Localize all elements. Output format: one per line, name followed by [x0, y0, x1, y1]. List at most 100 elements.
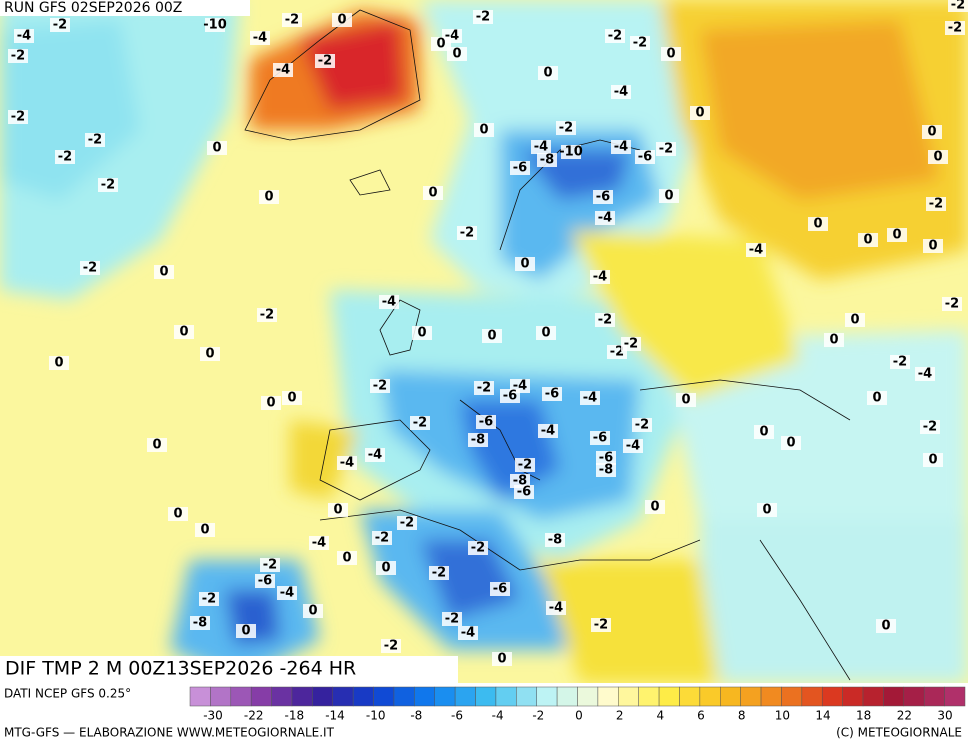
contour-label: -2	[202, 592, 216, 607]
colorbar-tick-label: -10	[366, 709, 386, 723]
contour-label: 0	[863, 233, 872, 248]
label-bg	[261, 396, 281, 410]
contour-label: 0	[850, 313, 859, 328]
label-bg	[546, 601, 566, 615]
label-bg	[412, 326, 432, 340]
contour-label: -4	[276, 63, 290, 78]
colorbar-tick-label: -8	[410, 709, 422, 723]
label-bg	[80, 261, 100, 275]
label-bg	[315, 54, 335, 68]
label-bg	[887, 228, 907, 242]
label-bg	[659, 189, 679, 203]
label-bg	[515, 257, 535, 271]
label-bg	[372, 531, 392, 545]
contour-label: 0	[241, 624, 250, 639]
label-bg	[923, 239, 943, 253]
label-bg	[200, 347, 220, 361]
contour-label: -2	[375, 531, 389, 546]
label-bg	[8, 49, 28, 63]
label-bg	[605, 29, 625, 43]
colorbar-box	[883, 686, 905, 707]
label-bg	[656, 142, 676, 156]
label-bg	[915, 367, 935, 381]
colorbar-tick-label: 18	[856, 709, 871, 723]
contour-label: -4	[614, 140, 628, 155]
colorbar-box	[250, 686, 272, 707]
contour-label: 0	[666, 47, 675, 62]
label-bg	[303, 604, 323, 618]
colorbar-box	[760, 686, 782, 707]
colorbar-box	[495, 686, 517, 707]
label-bg	[596, 463, 616, 477]
label-bg	[593, 190, 613, 204]
colorbar-box	[903, 686, 925, 707]
label-bg	[536, 326, 556, 340]
contour-label: -2	[610, 345, 624, 360]
contour-label: -2	[471, 541, 485, 556]
contour-label: -6	[503, 389, 517, 404]
colorbar-box	[189, 686, 211, 707]
colorbar-tick-label: -22	[244, 709, 264, 723]
contour-label: -2	[83, 261, 97, 276]
label-bg	[690, 106, 710, 120]
contour-label: -8	[471, 433, 485, 448]
label-bg	[556, 121, 576, 135]
contour-label: -8	[599, 463, 613, 478]
contour-label: -2	[635, 418, 649, 433]
contour-label: -8	[548, 533, 562, 548]
contour-label: -10	[559, 145, 583, 160]
contour-label: -2	[460, 226, 474, 241]
label-bg	[945, 21, 965, 35]
contour-label: 0	[927, 125, 936, 140]
label-bg	[381, 639, 401, 653]
contour-label: -2	[263, 558, 277, 573]
label-bg	[410, 416, 430, 430]
contour-label: 0	[497, 652, 506, 667]
contour-label: 0	[264, 190, 273, 205]
label-bg	[890, 355, 910, 369]
label-bg	[824, 333, 844, 347]
label-bg	[447, 47, 467, 61]
contour-label: -4	[461, 626, 475, 641]
contour-label: -4	[253, 31, 267, 46]
label-bg	[676, 393, 696, 407]
label-bg	[515, 458, 535, 472]
label-bg	[596, 451, 616, 465]
label-bg	[876, 619, 896, 633]
label-bg	[376, 561, 396, 575]
contour-label: -4	[598, 211, 612, 226]
contour-label: 0	[543, 66, 552, 81]
contour-label: -2	[432, 566, 446, 581]
contour-label: 0	[452, 47, 461, 62]
contour-label: 0	[928, 239, 937, 254]
contour-label: -4	[368, 448, 382, 463]
colorbar-box	[597, 686, 619, 707]
label-bg	[431, 37, 451, 51]
colorbar-box	[332, 686, 354, 707]
label-bg	[591, 618, 611, 632]
label-bg	[476, 415, 496, 429]
label-bg	[661, 47, 681, 61]
contour-label: 0	[759, 425, 768, 440]
contour-label: 0	[308, 604, 317, 619]
label-bg	[273, 63, 293, 77]
label-bg	[867, 391, 887, 405]
contour-label: -8	[513, 474, 527, 489]
label-bg	[370, 379, 390, 393]
contour-label: -2	[945, 297, 959, 312]
contour-label: -4	[626, 439, 640, 454]
label-bg	[923, 453, 943, 467]
contour-label: 0	[200, 523, 209, 538]
label-bg	[595, 313, 615, 327]
contour-label: -6	[513, 161, 527, 176]
map-field	[0, 0, 968, 683]
colorbar-tick-label: -6	[451, 709, 463, 723]
colorbar-box	[862, 686, 884, 707]
label-bg	[365, 448, 385, 462]
contour-label: 0	[664, 189, 673, 204]
label-bg	[474, 123, 494, 137]
colorbar-tick-label: 14	[815, 709, 830, 723]
contour-label: 0	[266, 396, 275, 411]
label-bg	[260, 558, 280, 572]
contour-label: 0	[762, 503, 771, 518]
